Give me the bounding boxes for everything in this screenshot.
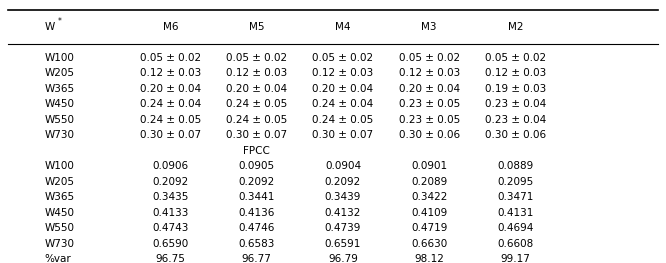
Text: M6: M6: [163, 22, 178, 32]
Text: 0.12 ± 0.03: 0.12 ± 0.03: [485, 68, 546, 78]
Text: 0.2095: 0.2095: [498, 177, 533, 187]
Text: 0.24 ± 0.05: 0.24 ± 0.05: [140, 115, 201, 125]
Text: 0.4132: 0.4132: [325, 208, 361, 218]
Text: 0.24 ± 0.05: 0.24 ± 0.05: [312, 115, 374, 125]
Text: W730: W730: [45, 130, 75, 140]
Text: 0.0904: 0.0904: [325, 161, 361, 171]
Text: 0.0905: 0.0905: [238, 161, 275, 171]
Text: W205: W205: [45, 177, 75, 187]
Text: 0.20 ± 0.04: 0.20 ± 0.04: [140, 84, 201, 94]
Text: 0.05 ± 0.02: 0.05 ± 0.02: [226, 53, 287, 63]
Text: M3: M3: [422, 22, 437, 32]
Text: 0.6590: 0.6590: [153, 239, 188, 249]
Text: M2: M2: [507, 22, 523, 32]
Text: 98.12: 98.12: [414, 254, 444, 263]
Text: 0.23 ± 0.05: 0.23 ± 0.05: [398, 115, 460, 125]
Text: FPCC: FPCC: [243, 146, 270, 156]
Text: 96.75: 96.75: [156, 254, 185, 263]
Text: 0.4746: 0.4746: [238, 223, 275, 233]
Text: W100: W100: [45, 53, 75, 63]
Text: 0.05 ± 0.02: 0.05 ± 0.02: [485, 53, 546, 63]
Text: 0.20 ± 0.04: 0.20 ± 0.04: [226, 84, 287, 94]
Text: 0.30 ± 0.06: 0.30 ± 0.06: [485, 130, 546, 140]
Text: W100: W100: [45, 161, 75, 171]
Text: 0.6630: 0.6630: [411, 239, 448, 249]
Text: W730: W730: [45, 239, 75, 249]
Text: 0.24 ± 0.04: 0.24 ± 0.04: [140, 99, 201, 109]
Text: 0.3441: 0.3441: [238, 192, 275, 202]
Text: W450: W450: [45, 208, 75, 218]
Text: 0.4743: 0.4743: [153, 223, 188, 233]
Text: 0.24 ± 0.04: 0.24 ± 0.04: [312, 99, 374, 109]
Text: 96.77: 96.77: [242, 254, 272, 263]
Text: 0.4694: 0.4694: [498, 223, 533, 233]
Text: 0.12 ± 0.03: 0.12 ± 0.03: [312, 68, 374, 78]
Text: 0.05 ± 0.02: 0.05 ± 0.02: [140, 53, 201, 63]
Text: 0.20 ± 0.04: 0.20 ± 0.04: [312, 84, 374, 94]
Text: W450: W450: [45, 99, 75, 109]
Text: W550: W550: [45, 223, 75, 233]
Text: 0.3435: 0.3435: [153, 192, 188, 202]
Text: 0.4136: 0.4136: [238, 208, 275, 218]
Text: W550: W550: [45, 115, 75, 125]
Text: 0.30 ± 0.07: 0.30 ± 0.07: [312, 130, 374, 140]
Text: 0.20 ± 0.04: 0.20 ± 0.04: [399, 84, 460, 94]
Text: W205: W205: [45, 68, 75, 78]
Text: 0.23 ± 0.05: 0.23 ± 0.05: [398, 99, 460, 109]
Text: 0.23 ± 0.04: 0.23 ± 0.04: [485, 99, 546, 109]
Text: 0.4739: 0.4739: [325, 223, 361, 233]
Text: 0.3471: 0.3471: [498, 192, 533, 202]
Text: 0.0906: 0.0906: [153, 161, 188, 171]
Text: 0.4133: 0.4133: [153, 208, 188, 218]
Text: 0.2092: 0.2092: [325, 177, 361, 187]
Text: 0.4109: 0.4109: [411, 208, 448, 218]
Text: 0.12 ± 0.03: 0.12 ± 0.03: [226, 68, 287, 78]
Text: 0.2092: 0.2092: [238, 177, 275, 187]
Text: M5: M5: [249, 22, 264, 32]
Text: 0.05 ± 0.02: 0.05 ± 0.02: [312, 53, 374, 63]
Text: 0.2092: 0.2092: [153, 177, 188, 187]
Text: 0.6608: 0.6608: [498, 239, 533, 249]
Text: 99.17: 99.17: [500, 254, 530, 263]
Text: *: *: [58, 17, 62, 26]
Text: W365: W365: [45, 192, 75, 202]
Text: 0.12 ± 0.03: 0.12 ± 0.03: [140, 68, 201, 78]
Text: 0.05 ± 0.02: 0.05 ± 0.02: [399, 53, 460, 63]
Text: 0.2089: 0.2089: [411, 177, 448, 187]
Text: 0.30 ± 0.06: 0.30 ± 0.06: [399, 130, 460, 140]
Text: 0.23 ± 0.04: 0.23 ± 0.04: [485, 115, 546, 125]
Text: 0.3439: 0.3439: [325, 192, 361, 202]
Text: 0.6583: 0.6583: [238, 239, 275, 249]
Text: 0.30 ± 0.07: 0.30 ± 0.07: [140, 130, 201, 140]
Text: 0.6591: 0.6591: [325, 239, 361, 249]
Text: W365: W365: [45, 84, 75, 94]
Text: 0.24 ± 0.05: 0.24 ± 0.05: [226, 99, 287, 109]
Text: 0.12 ± 0.03: 0.12 ± 0.03: [398, 68, 460, 78]
Text: 0.0901: 0.0901: [411, 161, 448, 171]
Text: 0.4131: 0.4131: [498, 208, 533, 218]
Text: %var: %var: [45, 254, 71, 263]
Text: M4: M4: [335, 22, 351, 32]
Text: 0.3422: 0.3422: [411, 192, 448, 202]
Text: 0.4719: 0.4719: [411, 223, 448, 233]
Text: 96.79: 96.79: [328, 254, 358, 263]
Text: 0.24 ± 0.05: 0.24 ± 0.05: [226, 115, 287, 125]
Text: 0.19 ± 0.03: 0.19 ± 0.03: [485, 84, 546, 94]
Text: 0.0889: 0.0889: [498, 161, 533, 171]
Text: W: W: [45, 22, 55, 32]
Text: 0.30 ± 0.07: 0.30 ± 0.07: [226, 130, 287, 140]
